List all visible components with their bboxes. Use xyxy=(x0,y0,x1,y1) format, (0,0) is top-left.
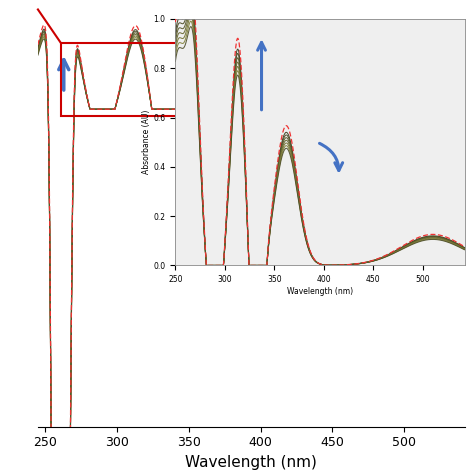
X-axis label: Wavelength (nm): Wavelength (nm) xyxy=(185,455,317,470)
X-axis label: Wavelength (nm): Wavelength (nm) xyxy=(287,287,353,296)
Y-axis label: Absorbance (AU): Absorbance (AU) xyxy=(142,110,151,174)
Bar xyxy=(61,43,465,116)
